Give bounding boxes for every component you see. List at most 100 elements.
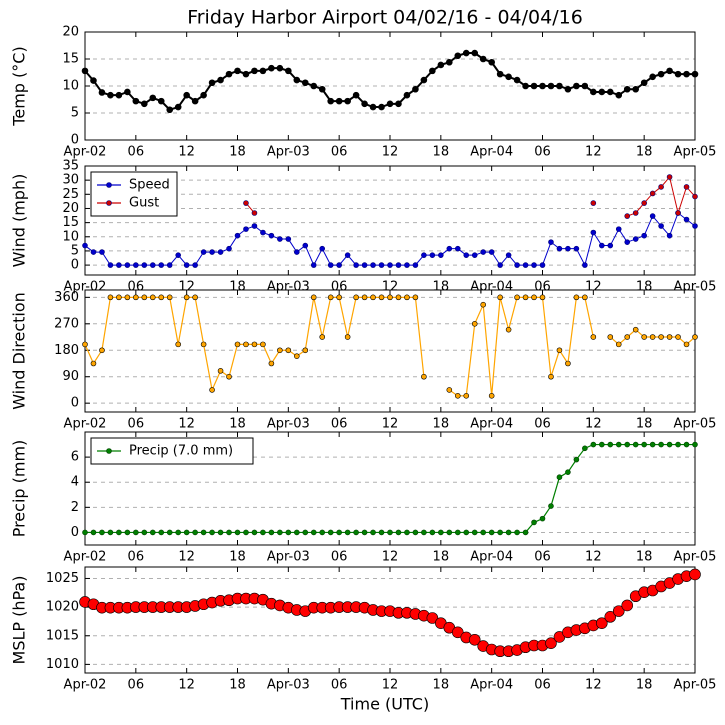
- data-point: [412, 85, 419, 93]
- x-tick-label: 06: [128, 550, 145, 565]
- data-point: [454, 52, 462, 60]
- data-point: [285, 236, 292, 242]
- data-point: [217, 76, 224, 84]
- x-tick-label: 12: [178, 417, 195, 432]
- data-point: [522, 82, 529, 90]
- data-point: [471, 529, 478, 536]
- x-tick-label: 18: [229, 280, 246, 295]
- data-point: [691, 70, 699, 78]
- legend-label: Speed: [129, 178, 170, 193]
- data-point: [124, 262, 131, 268]
- x-tick-label: 12: [178, 678, 195, 693]
- data-point: [598, 88, 606, 96]
- data-point: [438, 529, 444, 536]
- data-point: [497, 529, 503, 536]
- data-point: [641, 441, 647, 448]
- data-point: [226, 245, 232, 252]
- data-point: [545, 637, 557, 650]
- data-point: [336, 294, 342, 301]
- data-point: [471, 321, 478, 327]
- x-tick-label: 18: [433, 417, 450, 432]
- data-point: [226, 373, 232, 380]
- data-point: [175, 252, 181, 258]
- data-point: [99, 529, 105, 536]
- data-point: [387, 294, 393, 301]
- data-point: [539, 262, 546, 268]
- data-point: [183, 91, 190, 99]
- data-point: [590, 334, 597, 340]
- data-point: [488, 393, 495, 399]
- data-point: [573, 456, 580, 463]
- data-point: [582, 294, 588, 301]
- legend-label: Gust: [129, 196, 159, 211]
- data-point: [514, 529, 520, 536]
- data-point: [623, 85, 631, 93]
- data-point: [683, 341, 690, 348]
- data-point: [451, 626, 464, 639]
- data-point: [488, 529, 495, 536]
- x-tick-label: 12: [382, 678, 399, 693]
- data-point: [361, 294, 368, 301]
- data-point: [658, 334, 664, 340]
- data-point: [318, 85, 326, 93]
- data-point: [547, 82, 555, 90]
- data-point: [454, 393, 461, 399]
- y-tick-label: 270: [54, 316, 79, 331]
- y-tick-label: 1015: [46, 628, 79, 643]
- data-point: [404, 529, 410, 536]
- data-point: [514, 262, 520, 268]
- x-tick-label: 18: [433, 145, 450, 160]
- data-point: [310, 294, 317, 301]
- data-point: [294, 249, 300, 255]
- data-point: [268, 64, 275, 72]
- x-tick-label: 18: [229, 550, 246, 565]
- data-point: [505, 252, 512, 258]
- data-point: [183, 529, 190, 536]
- x-tick-label: 12: [585, 550, 602, 565]
- data-point: [590, 229, 597, 236]
- data-point: [285, 347, 292, 354]
- x-tick-label: 06: [128, 417, 145, 432]
- data-point: [590, 200, 597, 206]
- data-point: [166, 106, 174, 114]
- data-point: [251, 210, 258, 216]
- x-tick-label: 12: [585, 280, 602, 295]
- data-point: [573, 82, 580, 90]
- x-tick-label: 06: [128, 280, 145, 295]
- x-tick-label: Apr-03: [267, 417, 310, 432]
- data-point: [615, 441, 622, 448]
- data-point: [649, 213, 656, 219]
- data-point: [420, 76, 428, 84]
- data-point: [404, 262, 410, 268]
- plot-frame: [84, 566, 696, 674]
- data-point: [310, 82, 318, 90]
- y-tick-label: 5: [71, 243, 79, 258]
- data-point: [107, 262, 114, 268]
- x-tick-label: 06: [331, 678, 348, 693]
- y-tick-label: 20: [62, 201, 79, 216]
- data-point: [641, 200, 647, 206]
- y-tick-label: 0: [71, 525, 79, 540]
- data-point: [175, 341, 181, 348]
- data-point: [157, 97, 165, 105]
- series-line: [627, 175, 696, 217]
- data-point: [556, 245, 563, 252]
- legend: Precip (7.0 mm): [90, 437, 254, 465]
- data-point: [581, 82, 589, 90]
- x-tick-label: 18: [229, 145, 246, 160]
- data-point: [621, 599, 634, 612]
- data-point: [319, 245, 326, 252]
- data-point: [395, 262, 402, 268]
- data-point: [234, 341, 241, 348]
- data-point: [234, 67, 241, 75]
- data-point: [268, 360, 275, 367]
- data-point: [149, 94, 157, 102]
- x-tick-label: Apr-02: [64, 678, 107, 693]
- data-point: [403, 91, 411, 99]
- data-point: [429, 529, 436, 536]
- data-point: [462, 49, 470, 57]
- data-point: [82, 341, 88, 348]
- data-point: [158, 262, 165, 268]
- data-point: [302, 347, 309, 354]
- data-point: [133, 294, 139, 301]
